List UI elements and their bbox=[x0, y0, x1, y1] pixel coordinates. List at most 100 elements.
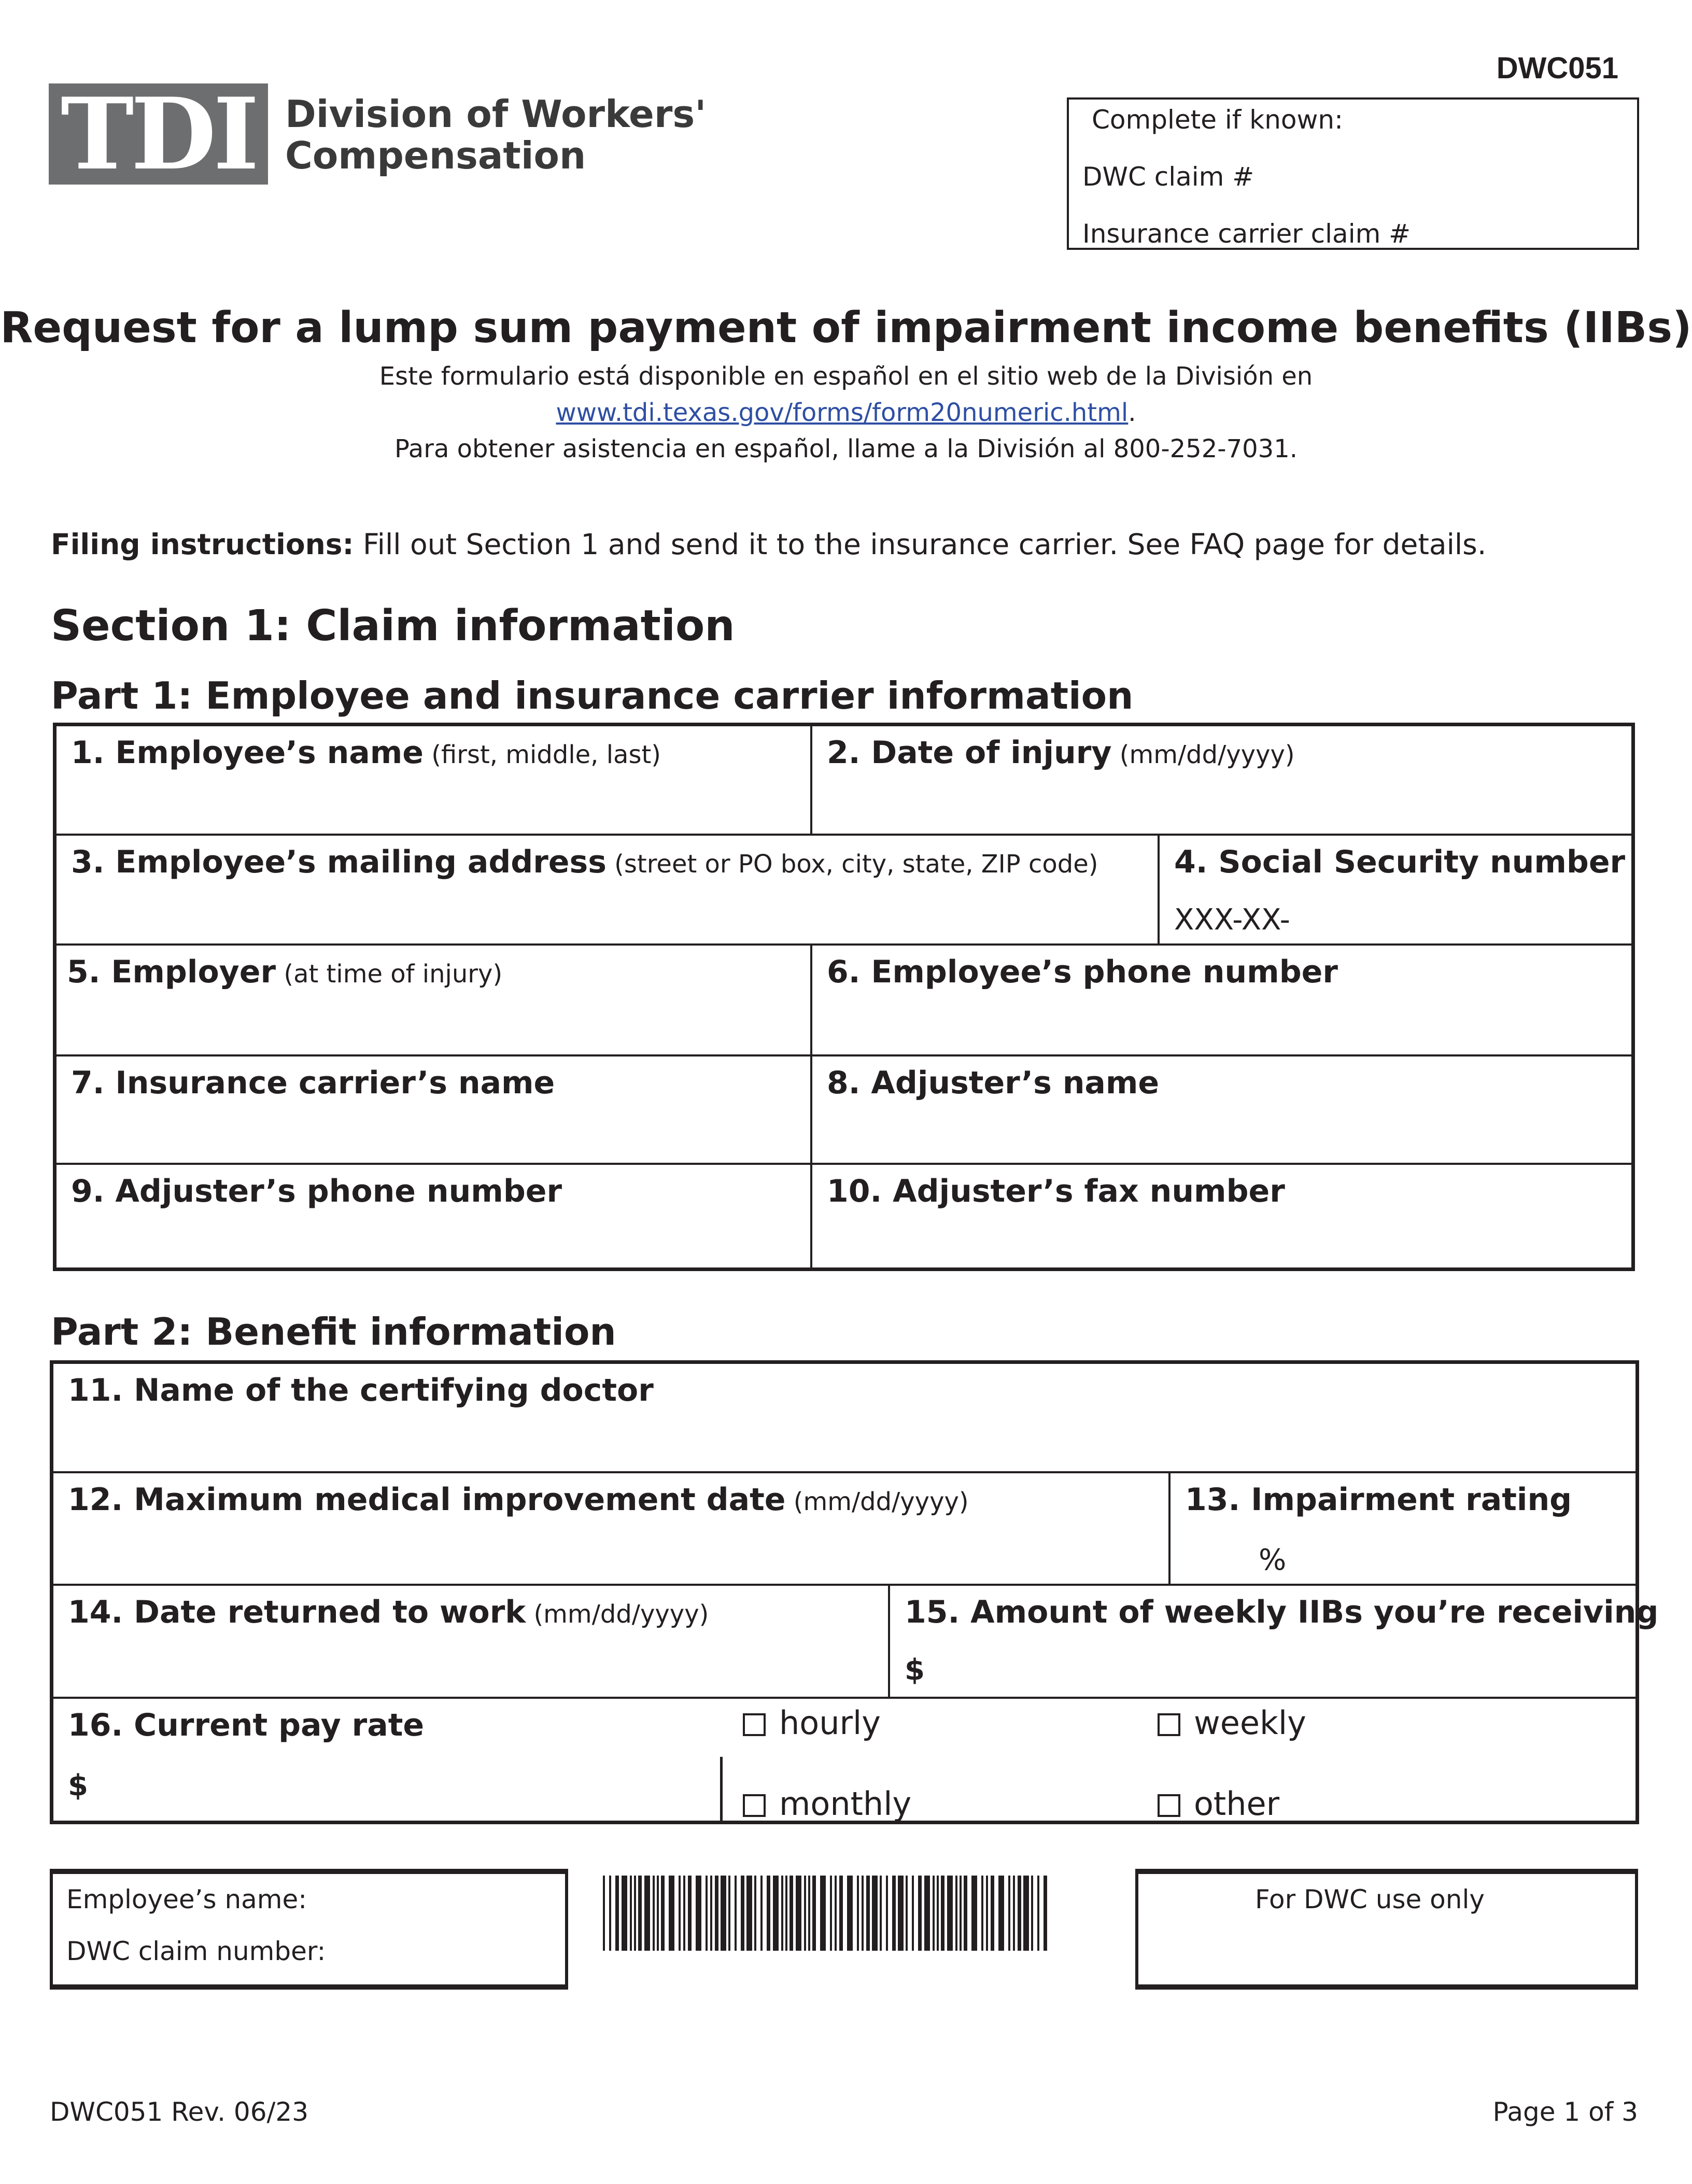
page-number: Page 1 of 3 bbox=[1492, 2097, 1638, 2127]
barcode-bar bbox=[630, 1876, 632, 1951]
field-label: 7. Insurance carrier’s name bbox=[71, 1065, 555, 1101]
employee-name-field[interactable]: 1. Employee’s name (first, middle, last) bbox=[57, 726, 812, 836]
mailing-address-field[interactable]: 3. Employee’s mailing address (street or… bbox=[57, 836, 1160, 946]
hourly-checkbox[interactable] bbox=[743, 1713, 766, 1736]
field-label: 9. Adjuster’s phone number bbox=[71, 1173, 562, 1209]
barcode-bar bbox=[615, 1876, 619, 1951]
adjuster-phone-field[interactable]: 9. Adjuster’s phone number bbox=[57, 1165, 812, 1271]
barcode-bar bbox=[886, 1876, 888, 1951]
barcode-bar bbox=[804, 1876, 806, 1951]
barcode-bar bbox=[669, 1876, 674, 1951]
ssn-prefix: XXX-XX- bbox=[1174, 903, 1290, 937]
barcode-bar bbox=[892, 1876, 896, 1951]
barcode-bar bbox=[947, 1876, 953, 1951]
barcode-bar bbox=[918, 1876, 922, 1951]
other-label: other bbox=[1194, 1785, 1280, 1823]
dwc-claim-field[interactable]: DWC claim # bbox=[1082, 162, 1254, 192]
form-id: DWC051 bbox=[1496, 51, 1618, 85]
complete-if-known-box: Complete if known: DWC claim # Insurance… bbox=[1067, 97, 1639, 250]
spanish-line-3: Para obtener asistencia en español, llam… bbox=[394, 434, 1298, 463]
barcode-bar bbox=[683, 1876, 685, 1951]
barcode-bar bbox=[657, 1876, 659, 1951]
barcode-bar bbox=[634, 1876, 636, 1951]
field-label: 6. Employee’s phone number bbox=[827, 954, 1338, 990]
spanish-line-2: www.tdi.texas.gov/forms/form20numeric.ht… bbox=[0, 398, 1692, 427]
weekly-iibs-field[interactable]: 15. Amount of weekly IIBs you’re receivi… bbox=[890, 1586, 1658, 1699]
barcode-bar bbox=[622, 1876, 627, 1951]
barcode-bar bbox=[679, 1876, 681, 1951]
barcode-bar bbox=[971, 1876, 977, 1951]
barcode-bar bbox=[1031, 1876, 1033, 1951]
barcode-bar bbox=[835, 1876, 837, 1951]
filing-label: Filing instructions: bbox=[51, 528, 354, 561]
barcode-bar bbox=[603, 1876, 605, 1951]
certifying-doctor-field[interactable]: 11. Name of the certifying doctor bbox=[53, 1364, 1639, 1473]
dollar-sign: $ bbox=[905, 1653, 925, 1687]
carrier-claim-field[interactable]: Insurance carrier claim # bbox=[1082, 219, 1411, 249]
other-checkbox[interactable] bbox=[1158, 1794, 1180, 1817]
link-suffix: . bbox=[1128, 398, 1136, 427]
barcode-bar bbox=[839, 1876, 843, 1951]
date-of-injury-field[interactable]: 2. Date of injury (mm/dd/yyyy) bbox=[812, 726, 1635, 836]
barcode-bar bbox=[924, 1876, 930, 1951]
employee-phone-field[interactable]: 6. Employee’s phone number bbox=[812, 946, 1635, 1056]
barcode-bar bbox=[964, 1876, 967, 1951]
known-title: Complete if known: bbox=[1092, 105, 1343, 135]
barcode-bar bbox=[912, 1876, 914, 1951]
field-label: 5. Employer bbox=[67, 954, 276, 990]
spanish-line-1: Este formulario está disponible en españ… bbox=[379, 362, 1313, 391]
forms-link[interactable]: www.tdi.texas.gov/forms/form20numeric.ht… bbox=[556, 398, 1129, 427]
field-label: 1. Employee’s name bbox=[71, 735, 424, 771]
barcode-bar bbox=[773, 1876, 779, 1951]
field-label: (first, middle, last) bbox=[423, 740, 661, 769]
barcode-bar bbox=[880, 1876, 882, 1951]
barcode bbox=[603, 1876, 1047, 1951]
barcode-bar bbox=[981, 1876, 983, 1951]
barcode-bar bbox=[808, 1876, 810, 1951]
adjuster-name-field[interactable]: 8. Adjuster’s name bbox=[812, 1056, 1635, 1165]
division-name: Division of Workers' Compensation bbox=[285, 93, 706, 176]
field-label: 15. Amount of weekly IIBs you’re receivi… bbox=[905, 1594, 1659, 1630]
date-returned-field[interactable]: 14. Date returned to work (mm/dd/yyyy) bbox=[53, 1586, 890, 1699]
ssn-field[interactable]: 4. Social Security number XXX-XX- bbox=[1160, 836, 1635, 946]
barcode-bar bbox=[710, 1876, 712, 1951]
barcode-bar bbox=[820, 1876, 826, 1951]
barcode-bar bbox=[728, 1876, 730, 1951]
barcode-bar bbox=[1044, 1876, 1047, 1951]
barcode-bar bbox=[960, 1876, 962, 1951]
mmi-date-field[interactable]: 12. Maximum medical improvement date (mm… bbox=[53, 1473, 1171, 1586]
part-1-heading: Part 1: Employee and insurance carrier i… bbox=[51, 674, 1134, 717]
weekly-checkbox[interactable] bbox=[1158, 1713, 1180, 1736]
dwc-use-label: For DWC use only bbox=[1255, 1884, 1485, 1914]
filing-instructions: Filing instructions: Fill out Section 1 … bbox=[51, 528, 1486, 561]
barcode-bar bbox=[937, 1876, 939, 1951]
filing-text: Fill out Section 1 and send it to the in… bbox=[354, 528, 1487, 561]
part-2-table: 11. Name of the certifying doctor 12. Ma… bbox=[50, 1360, 1658, 1824]
field-label: 4. Social Security number bbox=[1174, 844, 1626, 880]
barcode-bar bbox=[866, 1876, 870, 1951]
dwc-use-box: For DWC use only bbox=[1135, 1869, 1638, 1990]
division-line-1: Division of Workers' bbox=[285, 92, 707, 136]
carrier-name-field[interactable]: 7. Insurance carrier’s name bbox=[57, 1056, 812, 1165]
impairment-rating-field[interactable]: 13. Impairment rating% bbox=[1171, 1473, 1635, 1586]
barcode-bar bbox=[767, 1876, 770, 1951]
barcode-bar bbox=[653, 1876, 655, 1951]
divider bbox=[720, 1757, 723, 1821]
barcode-bar bbox=[715, 1876, 718, 1951]
barcode-bar bbox=[1018, 1876, 1021, 1951]
field-label: 13. Impairment rating bbox=[1185, 1482, 1572, 1518]
bottom-employee-name: Employee’s name: bbox=[66, 1884, 307, 1914]
monthly-checkbox[interactable] bbox=[743, 1794, 766, 1817]
weekly-label: weekly bbox=[1194, 1704, 1306, 1742]
barcode-bar bbox=[898, 1876, 904, 1951]
current-pay-rate-field[interactable]: 16. Current pay rate $ hourly weekly mon… bbox=[53, 1699, 1635, 1823]
barcode-bar bbox=[644, 1876, 650, 1951]
part-1-table: 1. Employee’s name (first, middle, last)… bbox=[53, 723, 1635, 1271]
barcode-bar bbox=[754, 1876, 756, 1951]
field-label: (street or PO box, city, state, ZIP code… bbox=[606, 850, 1098, 879]
field-label: (mm/dd/yyyy) bbox=[1111, 740, 1295, 769]
barcode-bar bbox=[741, 1876, 744, 1951]
barcode-bar bbox=[638, 1876, 642, 1951]
employer-field[interactable]: 5. Employer (at time of injury) bbox=[57, 946, 812, 1056]
adjuster-fax-field[interactable]: 10. Adjuster’s fax number bbox=[812, 1165, 1635, 1271]
